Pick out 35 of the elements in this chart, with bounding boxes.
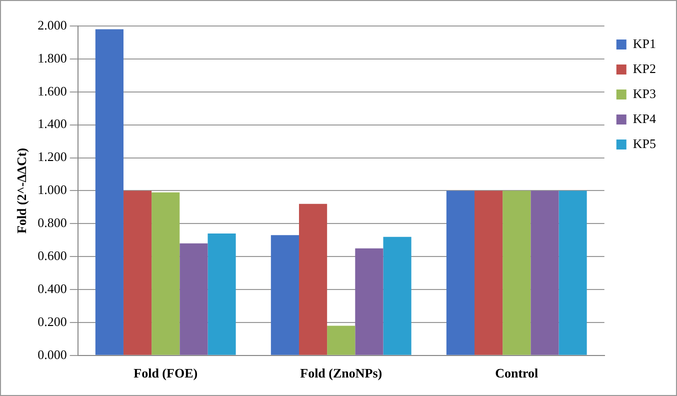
y-tick-label: 0.600 bbox=[38, 248, 67, 263]
legend-label: KP5 bbox=[632, 136, 656, 151]
y-tick-label: 1.400 bbox=[38, 116, 67, 132]
x-tick-label: Control bbox=[495, 366, 539, 381]
y-tick-label: 0.400 bbox=[38, 280, 67, 296]
bar bbox=[530, 190, 559, 355]
bar bbox=[474, 190, 503, 355]
bar bbox=[123, 190, 152, 355]
bar bbox=[298, 204, 328, 355]
bar bbox=[152, 192, 180, 355]
y-tick-label: 1.000 bbox=[38, 182, 67, 198]
x-tick-label: Fold (ZnoNPs) bbox=[300, 366, 382, 381]
legend-label: KP4 bbox=[632, 110, 656, 126]
bar bbox=[502, 190, 531, 355]
y-tick-label: 0.000 bbox=[38, 346, 67, 362]
y-tick-label: 0.200 bbox=[38, 314, 67, 329]
x-tick-label: Fold (FOE) bbox=[134, 366, 198, 381]
bar bbox=[208, 234, 236, 355]
legend-label: KP2 bbox=[632, 60, 656, 76]
bar bbox=[558, 190, 587, 355]
y-tick-label: 1.800 bbox=[38, 50, 67, 66]
y-tick-label: 0.800 bbox=[38, 215, 67, 230]
y-axis-title: Fold (2^-ΔΔCt) bbox=[14, 148, 30, 234]
bar bbox=[327, 326, 356, 355]
legend-label: KP3 bbox=[632, 86, 656, 101]
y-tick-label: 1.200 bbox=[38, 149, 67, 164]
y-tick-label: 1.600 bbox=[38, 83, 67, 98]
bar bbox=[180, 243, 208, 355]
y-tick-label: 2.000 bbox=[38, 17, 67, 32]
legend-label: KP1 bbox=[632, 36, 656, 51]
bar bbox=[446, 190, 475, 355]
bar bbox=[270, 235, 299, 355]
bar bbox=[355, 248, 384, 355]
bar bbox=[95, 29, 124, 355]
bar bbox=[383, 236, 412, 355]
